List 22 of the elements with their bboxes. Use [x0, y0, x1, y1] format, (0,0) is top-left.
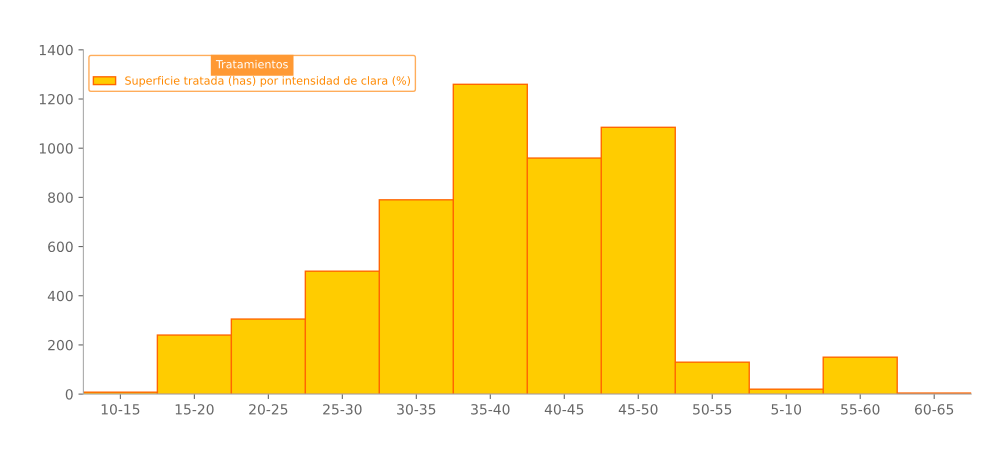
x-tick-label: 45-50	[618, 404, 658, 415]
y-tick-label: 800	[48, 192, 73, 203]
x-tick-label: 35-40	[471, 404, 510, 415]
x-tick-label: 40-45	[544, 404, 584, 415]
x-tick-label: 10-15	[102, 404, 140, 415]
y-tick-label: 1200	[40, 94, 73, 104]
y-tick-label: 1400	[40, 44, 73, 56]
x-tick-label: 5-10	[772, 404, 802, 415]
x-tick-label: 30-35	[397, 404, 436, 415]
x-tick-label: 55-60	[841, 404, 880, 415]
y-tick-label: 200	[48, 340, 73, 350]
x-tick-label: 15-20	[176, 404, 214, 415]
legend-title: Tratamientos	[216, 60, 288, 68]
y-tick-label: 400	[48, 290, 73, 302]
x-tick-label: 25-30	[323, 404, 362, 415]
y-tick-label: 0	[66, 389, 73, 400]
x-tick-label: 50-55	[693, 404, 732, 415]
y-tick-label: 1000	[40, 143, 73, 154]
y-tick-label: 600	[48, 242, 73, 252]
legend-label: Superficie tratada (has) por intensidad de clara (%)	[125, 76, 410, 87]
x-tick-label: 60-65	[914, 404, 954, 415]
x-tick-label: 20-25	[249, 404, 288, 415]
